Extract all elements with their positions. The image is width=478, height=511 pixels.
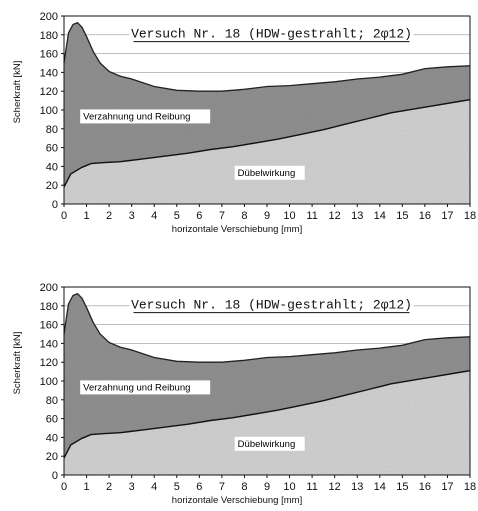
y-tick-label: 60 <box>46 143 58 155</box>
plot-areas <box>63 21 471 204</box>
x-tick-labels: 0 1 2 3 4 5 6 7 8 9 10 11 12 13 14 15 16 17 18 <box>61 204 476 222</box>
x-axis-label: horizontale Verschiebung [mm] <box>172 495 302 506</box>
annotation-duebelwirkung: Dübelwirkung <box>234 436 305 451</box>
x-tick-label: 18 <box>464 210 476 222</box>
y-tick-label: 200 <box>40 11 58 23</box>
x-tick-label: 0 <box>61 481 67 493</box>
y-tick-label: 100 <box>40 105 58 117</box>
series-line-duebelwirkung <box>63 99 471 188</box>
x-tick-label: 12 <box>329 481 341 493</box>
y-tick-label: 160 <box>40 320 58 332</box>
x-tick-label: 8 <box>241 481 247 493</box>
annotation-duebelwirkung: Dübelwirkung <box>234 165 305 180</box>
x-tick-label: 1 <box>83 210 89 222</box>
x-tick-label: 13 <box>351 210 363 222</box>
x-tick-label: 10 <box>283 210 295 222</box>
x-tick-label: 11 <box>306 481 317 493</box>
y-tick-label: 80 <box>46 124 58 136</box>
x-tick-label: 4 <box>151 210 157 222</box>
y-tick-label: 60 <box>46 414 58 426</box>
y-tick-label: 160 <box>40 49 58 61</box>
y-axis-label: Scherkraft [kN] <box>12 61 23 124</box>
series-line-verzahnung-und-reibung <box>63 21 471 92</box>
x-tick-label: 3 <box>129 210 135 222</box>
y-tick-labels: 0 20 40 60 80 100 120 140 160 180 200 <box>40 282 64 482</box>
x-tick-label: 2 <box>106 481 112 493</box>
chart-title-box: Versuch Nr. 18 (HDW-gestrahlt; 2φ12) <box>129 294 414 316</box>
y-tick-label: 140 <box>40 67 58 79</box>
x-tick-label: 3 <box>129 481 135 493</box>
chart-title: Versuch Nr. 18 (HDW-gestrahlt; 2φ12) <box>131 27 412 42</box>
x-tick-label: 10 <box>283 481 295 493</box>
area-verzahnung-grain <box>64 293 470 459</box>
y-tick-label: 140 <box>40 338 58 350</box>
x-tick-label: 1 <box>83 481 89 493</box>
series-line-duebelwirkung <box>63 370 471 459</box>
x-tick-label: 9 <box>264 210 270 222</box>
x-tick-label: 8 <box>241 210 247 222</box>
x-axis-label: horizontale Verschiebung [mm] <box>172 224 302 235</box>
chart-title-box: Versuch Nr. 18 (HDW-gestrahlt; 2φ12) <box>129 23 414 45</box>
y-tick-label: 0 <box>52 199 58 211</box>
annotation-verzahnung-text: Verzahnung und Reibung <box>83 111 190 122</box>
series-line-verzahnung-und-reibung <box>63 292 471 363</box>
area-verzahnung-grain <box>64 22 470 188</box>
area-duebelwirkung-grain <box>64 99 470 204</box>
x-tick-label: 2 <box>106 210 112 222</box>
x-tick-label: 18 <box>464 481 476 493</box>
x-tick-label: 6 <box>196 481 202 493</box>
x-tick-label: 14 <box>374 481 386 493</box>
y-tick-label: 80 <box>46 395 58 407</box>
x-tick-label: 9 <box>264 481 270 493</box>
x-tick-label: 11 <box>306 210 317 222</box>
x-tick-labels: 0 1 2 3 4 5 6 7 8 9 10 11 12 13 14 15 16 17 18 <box>61 475 476 493</box>
y-tick-label: 100 <box>40 376 58 388</box>
y-tick-label: 120 <box>40 357 58 369</box>
x-tick-label: 5 <box>174 481 180 493</box>
x-tick-label: 14 <box>374 210 386 222</box>
annotation-duebelwirkung-text: Dübelwirkung <box>238 439 296 450</box>
y-tick-label: 40 <box>46 432 58 444</box>
x-tick-label: 7 <box>219 481 225 493</box>
x-tick-label: 12 <box>329 210 341 222</box>
x-tick-label: 16 <box>419 481 431 493</box>
annotation-verzahnung-text: Verzahnung und Reibung <box>83 382 190 393</box>
area-duebelwirkung-grain <box>64 370 470 475</box>
y-tick-label: 40 <box>46 161 58 173</box>
y-tick-label: 180 <box>40 30 58 42</box>
y-tick-labels: 0 20 40 60 80 100 120 140 160 180 200 <box>40 11 64 211</box>
x-tick-label: 4 <box>151 481 157 493</box>
annotation-verzahnung: Verzahnung und Reibung <box>80 380 211 395</box>
chart-title: Versuch Nr. 18 (HDW-gestrahlt; 2φ12) <box>131 298 412 313</box>
x-tick-label: 13 <box>351 481 363 493</box>
y-tick-label: 200 <box>40 282 58 294</box>
x-tick-label: 17 <box>441 481 453 493</box>
y-tick-label: 0 <box>52 470 58 482</box>
y-tick-label: 20 <box>46 180 58 192</box>
y-axis-label: Scherkraft [kN] <box>12 332 23 395</box>
annotation-verzahnung: Verzahnung und Reibung <box>80 109 211 124</box>
x-tick-label: 5 <box>174 210 180 222</box>
annotation-duebelwirkung-text: Dübelwirkung <box>238 168 296 179</box>
y-tick-label: 180 <box>40 301 58 313</box>
x-tick-label: 17 <box>441 210 453 222</box>
x-tick-label: 7 <box>219 210 225 222</box>
x-tick-label: 6 <box>196 210 202 222</box>
x-tick-label: 16 <box>419 210 431 222</box>
x-tick-label: 0 <box>61 210 67 222</box>
x-tick-label: 15 <box>396 481 408 493</box>
plot-areas <box>63 292 471 475</box>
x-tick-label: 15 <box>396 210 408 222</box>
y-tick-label: 120 <box>40 86 58 98</box>
y-tick-label: 20 <box>46 451 58 463</box>
